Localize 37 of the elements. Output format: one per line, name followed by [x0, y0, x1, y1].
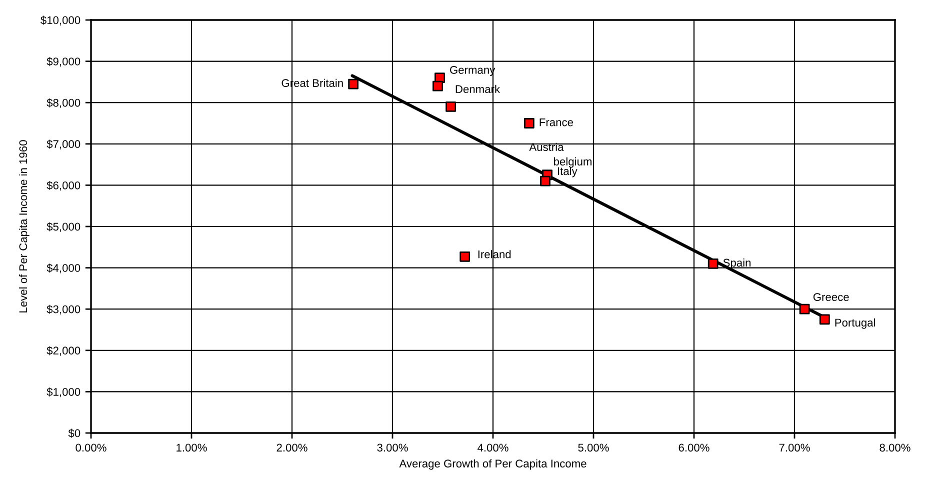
- x-tick-label: 5.00%: [578, 444, 609, 452]
- point: [348, 78, 358, 90]
- annotation: Austria: [529, 142, 564, 152]
- point: [432, 80, 443, 92]
- x-tick-label: 3.00%: [377, 444, 408, 452]
- annotation: Italy: [558, 166, 578, 178]
- annotation: belgium: [554, 157, 592, 168]
- y-tick-label: $2,000: [46, 346, 80, 356]
- y-tick-label: $9,000: [46, 57, 80, 67]
- point: [799, 304, 810, 314]
- y-tick-label: $1,000: [46, 388, 80, 398]
- x-tick-label: 7.00%: [779, 444, 810, 452]
- y-tick-label: $10,000: [40, 16, 80, 26]
- annotation: Portugal: [835, 318, 876, 329]
- y-tick-label: $4,000: [46, 264, 80, 274]
- x-tick-label: 0.00%: [76, 444, 106, 452]
- point: [446, 102, 456, 112]
- y-axis-title: Level of Per Capita Income in 1960: [18, 140, 30, 312]
- point: [460, 251, 470, 262]
- x-tick-label: 4.00%: [478, 444, 508, 452]
- annotation: Greece: [813, 293, 849, 301]
- y-tick-label: $7,000: [46, 140, 80, 150]
- x-tick-label: 2.00%: [276, 444, 308, 452]
- point: [524, 118, 534, 128]
- x-tick-label: 8.00%: [880, 444, 910, 452]
- x-axis-title: Average Growth of Per Capita Income: [399, 459, 586, 470]
- x-tick-label: 6.00%: [678, 444, 710, 452]
- point: [819, 314, 830, 325]
- y-tick-label: $0: [68, 428, 80, 438]
- y-tick-label: $5,000: [46, 222, 80, 232]
- y-tick-label: $6,000: [46, 181, 80, 191]
- annotation: France: [540, 118, 573, 126]
- y-tick-label: $8,000: [46, 98, 80, 108]
- x-tick-label: 1.00%: [176, 444, 207, 452]
- y-tick-label: $3,000: [46, 304, 80, 315]
- point: [540, 176, 550, 186]
- point: [708, 258, 718, 269]
